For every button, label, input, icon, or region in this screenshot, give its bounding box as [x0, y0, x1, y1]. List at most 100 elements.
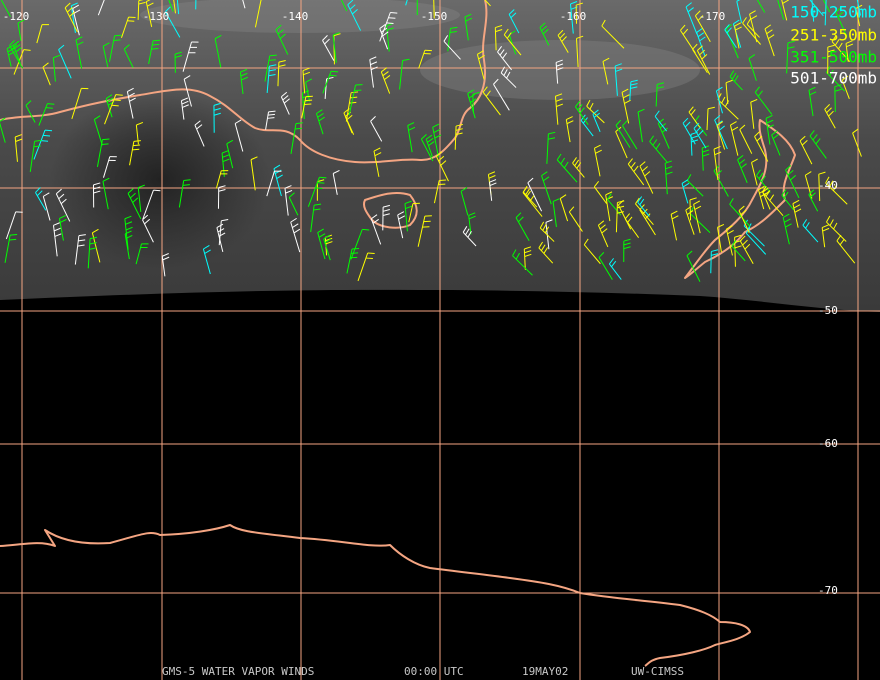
wind-barb: [33, 129, 53, 160]
barb-flag: [405, 205, 413, 210]
wind-barb: [71, 87, 89, 120]
barb-flag: [555, 59, 563, 63]
wind-barb: [346, 247, 360, 274]
wind-barb: [29, 139, 42, 173]
barb-flag: [834, 39, 840, 46]
barb-flag: [754, 86, 760, 93]
wind-barb: [408, 202, 420, 223]
barb-flag: [105, 94, 113, 99]
wind-barb: [731, 239, 746, 262]
wind-barb: [284, 185, 293, 216]
wind-barb: [522, 185, 538, 208]
wind-barb: [575, 35, 584, 68]
wind-barb: [614, 63, 623, 96]
barb-flag: [72, 4, 80, 9]
barb-flag: [324, 38, 330, 45]
barb-shaft: [234, 123, 244, 152]
wind-barb: [541, 171, 552, 205]
barb-flag: [268, 110, 276, 113]
barb-flag: [333, 33, 341, 37]
barb-flag: [58, 193, 65, 200]
wind-barb: [559, 194, 569, 222]
wind-barb: [399, 58, 410, 90]
barb-flag: [572, 157, 577, 164]
barb-flag: [787, 46, 795, 49]
barb-flag: [226, 139, 234, 145]
barb-flag: [543, 247, 549, 254]
barb-flag: [362, 228, 370, 231]
wind-barb: [489, 179, 497, 201]
wind-barb: [332, 169, 340, 195]
barb-flag: [267, 113, 276, 116]
legend-label: 150-250mb: [790, 3, 877, 22]
wind-barb: [539, 22, 550, 46]
wind-barb: [750, 99, 758, 129]
wind-barb: [617, 199, 632, 230]
barb-shaft: [42, 66, 51, 86]
barb-flag: [275, 169, 282, 175]
barb-flag: [36, 190, 43, 197]
wind-barb: [592, 109, 601, 132]
wind-barb: [657, 118, 670, 149]
barb-flag: [624, 213, 630, 220]
barb-shaft: [746, 24, 760, 38]
wind-barb: [370, 115, 383, 142]
barb-shaft: [841, 79, 850, 99]
barb-flag: [761, 185, 767, 193]
wind-barb: [397, 211, 406, 239]
barb-shaft: [615, 131, 628, 159]
longitude-label: -120: [3, 10, 30, 23]
barb-flag: [317, 182, 325, 184]
barb-shaft: [242, 0, 246, 9]
barb-flag: [472, 91, 480, 95]
barb-flag: [771, 130, 778, 136]
wind-barb: [416, 0, 418, 16]
barb-flag: [808, 189, 815, 195]
barb-flag: [805, 171, 812, 176]
barb-flag: [623, 238, 631, 242]
wind-barb: [824, 104, 836, 129]
barb-flag: [761, 175, 766, 182]
barb-flag: [754, 131, 760, 137]
barb-flag: [738, 159, 746, 165]
barb-shaft: [583, 244, 601, 265]
barb-flag: [317, 179, 325, 183]
wind-barb: [221, 150, 230, 177]
barb-flag: [216, 223, 224, 228]
barb-flag: [106, 97, 114, 103]
barb-flag: [132, 148, 140, 151]
barb-flag: [268, 73, 276, 77]
barb-flag: [601, 19, 606, 27]
barb-shaft: [472, 94, 475, 114]
barb-flag: [522, 185, 528, 193]
barb-flag: [605, 191, 613, 196]
barb-flag: [680, 24, 686, 31]
barb-shaft: [17, 22, 22, 41]
barb-shaft: [731, 245, 746, 262]
barb-flag: [544, 226, 550, 234]
barb-flag: [828, 110, 834, 117]
barb-flag: [694, 10, 701, 17]
wind-barb: [749, 10, 758, 43]
barb-flag: [639, 198, 645, 206]
wind-barb: [574, 100, 589, 125]
wind-barb: [696, 28, 706, 57]
wind-barb: [273, 164, 283, 197]
barb-shaft: [399, 60, 404, 90]
barb-flag: [682, 28, 689, 35]
barb-flag: [593, 112, 601, 118]
barb-shaft: [142, 189, 154, 220]
wind-barb: [290, 122, 303, 154]
barb-flag: [0, 117, 6, 122]
wind-barb: [25, 100, 36, 123]
barb-flag: [53, 222, 61, 226]
barb-flag: [785, 223, 792, 228]
barb-flag: [269, 54, 277, 57]
barb-flag: [60, 198, 67, 205]
wind-barb: [420, 133, 434, 162]
barb-flag: [275, 24, 282, 31]
barb-flag: [639, 161, 646, 167]
barb-flag: [293, 228, 301, 234]
wind-barb: [135, 243, 149, 265]
barb-flag: [370, 66, 378, 71]
